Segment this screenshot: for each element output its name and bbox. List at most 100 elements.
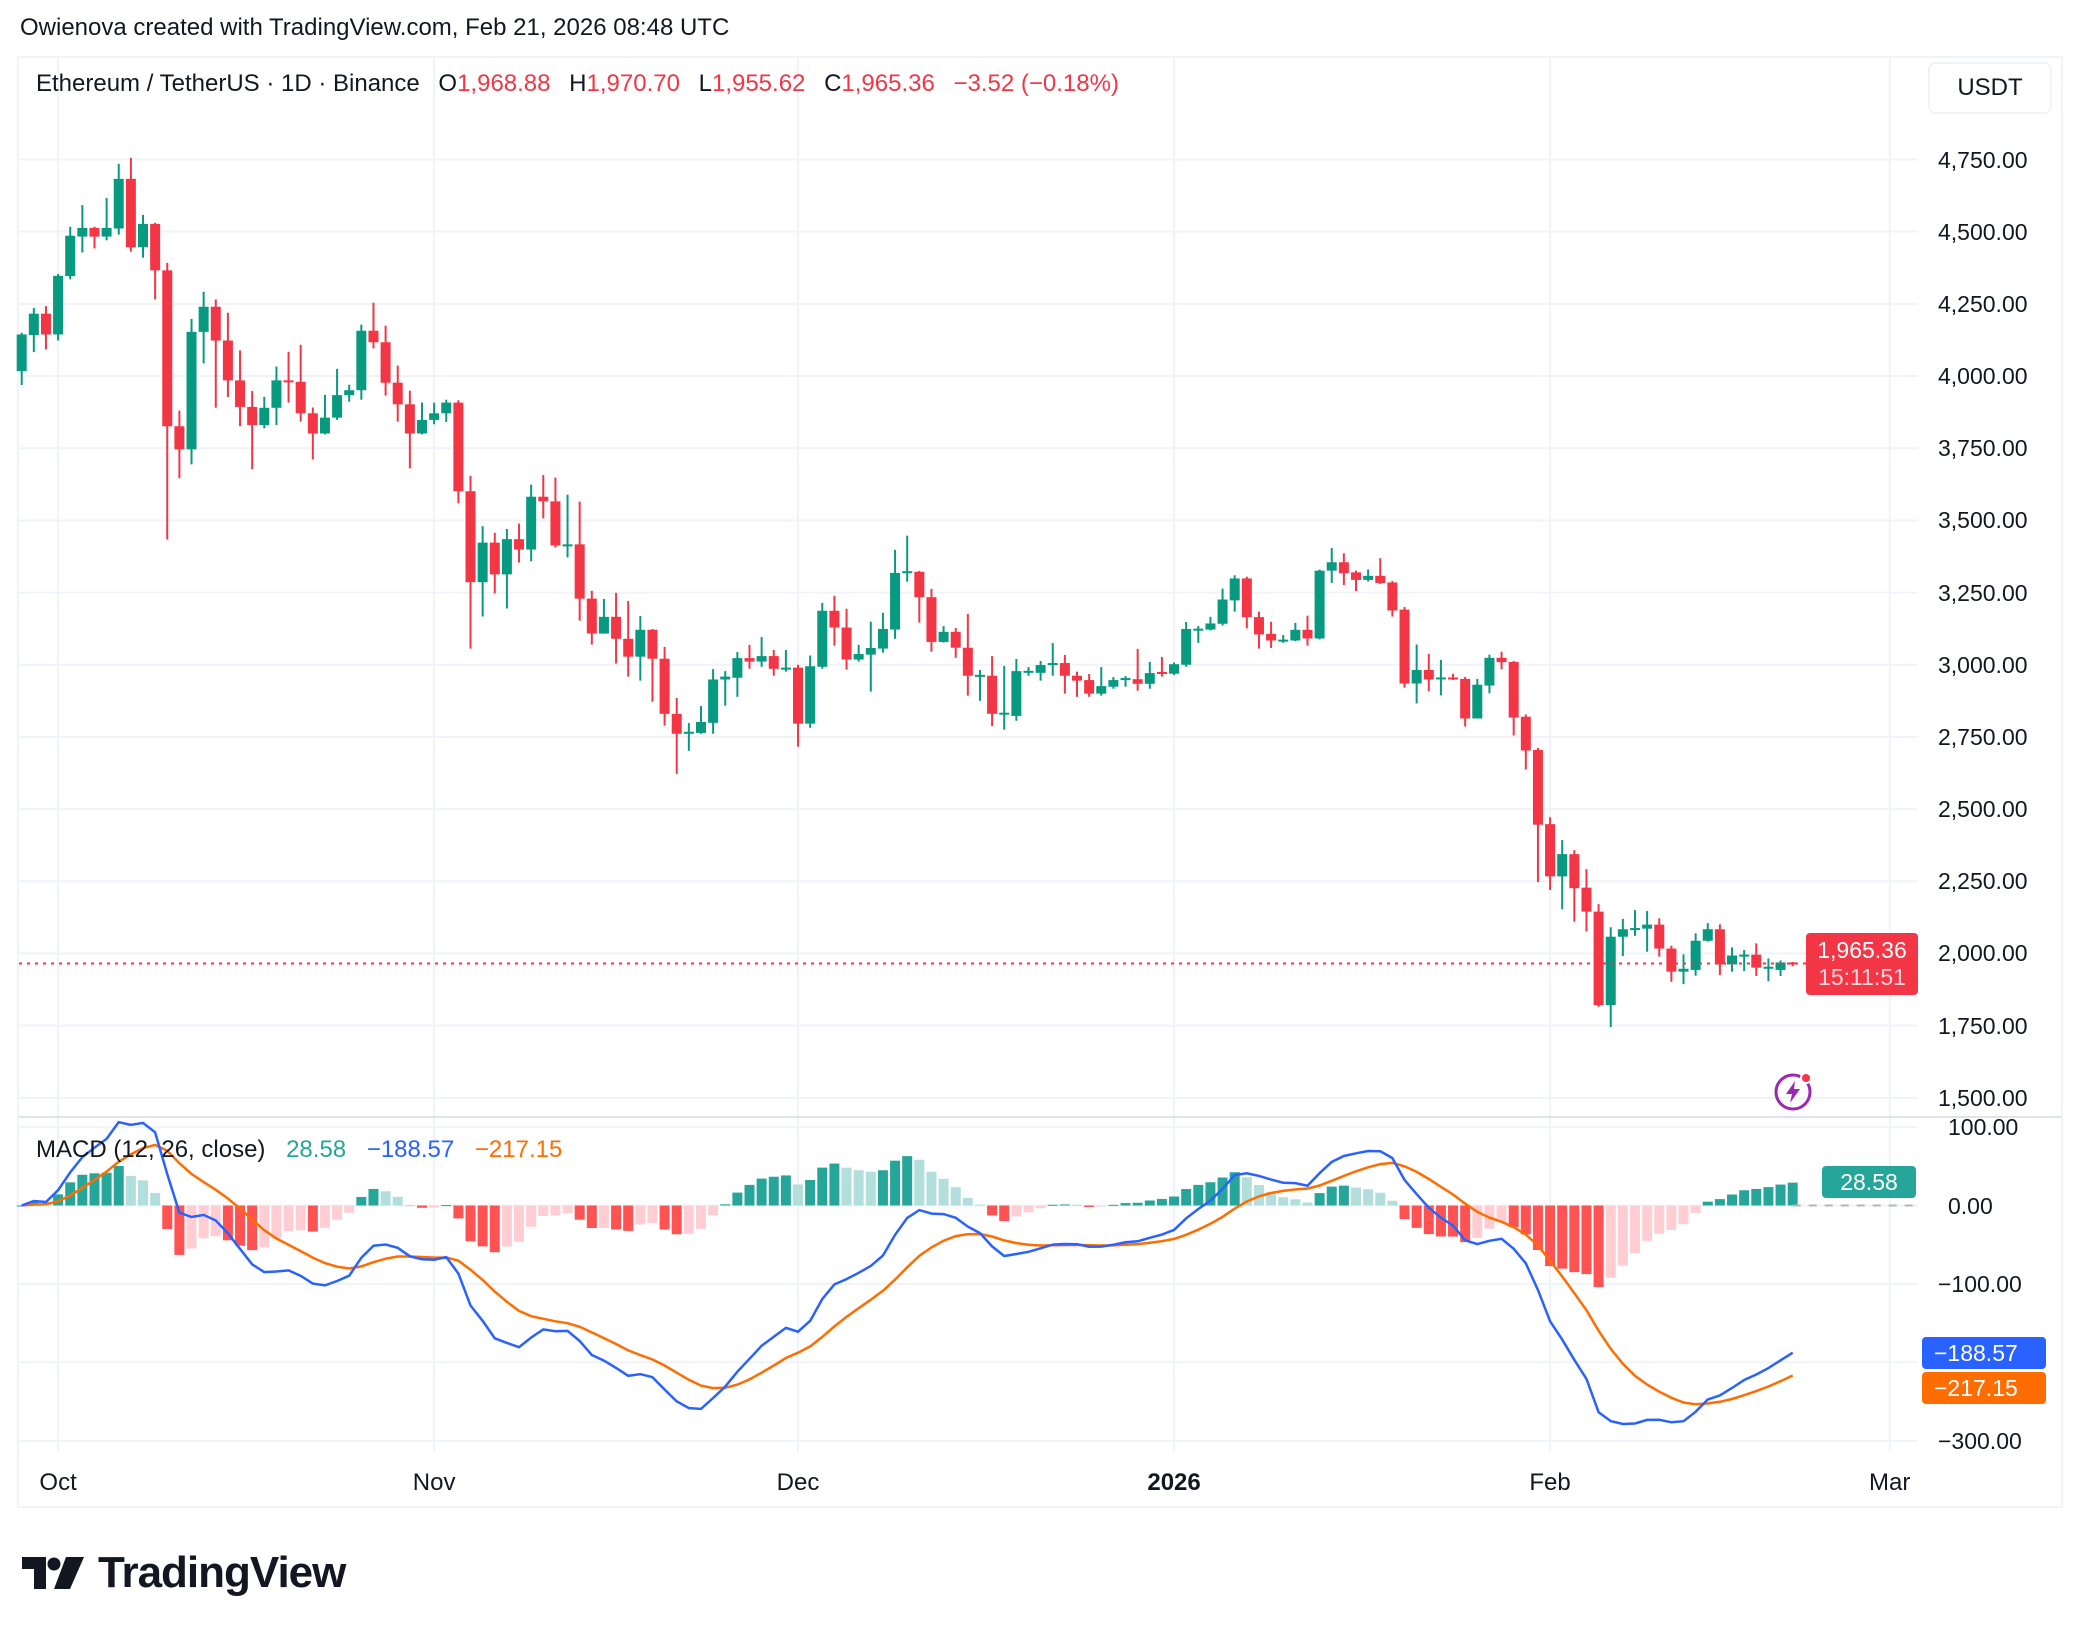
candle xyxy=(574,501,585,621)
candle-body xyxy=(1375,575,1386,584)
candle-body xyxy=(853,654,864,660)
candle-body xyxy=(938,631,949,642)
macd-histogram-bar xyxy=(1326,1186,1337,1206)
candle-body xyxy=(489,542,500,575)
candle-body xyxy=(1508,661,1519,718)
macd-histogram-bar xyxy=(987,1205,998,1216)
macd-histogram-bar xyxy=(1351,1187,1361,1206)
candle-body xyxy=(890,572,901,630)
candle-body xyxy=(586,598,597,634)
candle xyxy=(1532,747,1543,883)
macd-histogram-bar xyxy=(1654,1205,1665,1234)
macd-histogram-bar xyxy=(1496,1205,1507,1223)
macd-histogram-bar xyxy=(477,1205,488,1247)
close-label: C xyxy=(824,70,842,97)
candle-body xyxy=(1290,629,1301,641)
candle-body xyxy=(538,496,549,502)
candle xyxy=(1217,588,1228,626)
candle xyxy=(174,410,185,479)
macd-histogram-bar xyxy=(307,1205,318,1232)
candle-body xyxy=(1423,669,1434,680)
candle-body xyxy=(77,227,88,237)
macd-histogram-bar xyxy=(1727,1194,1738,1206)
macd-histogram-bar xyxy=(416,1205,427,1208)
macd-histogram-bar xyxy=(1084,1205,1095,1207)
candle-body xyxy=(1156,671,1167,674)
macd-histogram-bar xyxy=(1629,1205,1640,1254)
candle-body xyxy=(1435,677,1446,680)
candle-body xyxy=(1569,854,1580,889)
candle xyxy=(695,706,706,734)
candle xyxy=(429,402,440,425)
candle xyxy=(1156,656,1167,677)
macd-histogram-bar xyxy=(974,1204,985,1206)
candle-body xyxy=(1581,887,1592,912)
macd-line-value: −188.57 xyxy=(366,1136,455,1163)
macd-histogram-bar xyxy=(1581,1205,1592,1275)
candle xyxy=(1314,569,1325,640)
candle xyxy=(380,325,391,396)
macd-histogram-bar xyxy=(1120,1203,1131,1206)
candle-body xyxy=(307,413,318,434)
candle-body xyxy=(453,402,464,492)
candle-body xyxy=(186,331,197,450)
candle-body xyxy=(1448,677,1459,680)
price-tick-label: 3,750.00 xyxy=(1938,435,2028,462)
symbol-title[interactable]: Ethereum / TetherUS · 1D · Binance xyxy=(36,70,420,97)
candle xyxy=(319,394,330,435)
candle xyxy=(841,608,852,670)
candle xyxy=(1545,817,1556,890)
macd-tick-label: 0.00 xyxy=(1948,1192,1993,1219)
candle xyxy=(987,656,998,726)
macd-histogram-bar xyxy=(271,1205,282,1239)
candle xyxy=(1629,910,1640,936)
macd-histogram-bar xyxy=(695,1205,706,1229)
candle xyxy=(1096,667,1107,696)
macd-histogram-bar xyxy=(501,1205,512,1247)
candle-body xyxy=(1545,824,1556,877)
macd-histogram-bar xyxy=(635,1205,646,1225)
price-tick-label: 3,500.00 xyxy=(1938,507,2028,534)
macd-histogram-bar xyxy=(1278,1197,1289,1206)
macd-line-badge: −188.57 xyxy=(1922,1337,2046,1369)
candle-body xyxy=(1678,968,1689,972)
candle xyxy=(344,384,355,402)
candle xyxy=(1290,622,1301,642)
candle-body xyxy=(319,417,330,434)
macd-title[interactable]: MACD (12, 26, close) xyxy=(36,1136,266,1163)
lightning-bolt-icon[interactable] xyxy=(1772,1070,1814,1112)
macd-hist-badge-text: 28.58 xyxy=(1840,1168,1898,1195)
candle-body xyxy=(647,629,658,659)
candle-body xyxy=(40,313,51,335)
currency-button[interactable]: USDT xyxy=(1928,62,2052,114)
candle-body xyxy=(1690,940,1701,970)
macd-histogram-bar xyxy=(1763,1187,1774,1206)
candle-body xyxy=(999,712,1010,715)
candle-body xyxy=(101,227,112,237)
macd-hist-badge: 28.58 xyxy=(1822,1166,1916,1198)
bar-countdown: 15:11:51 xyxy=(1818,964,1906,990)
macd-histogram-bar xyxy=(1144,1200,1155,1206)
candle-body xyxy=(1751,954,1762,968)
candle xyxy=(441,399,452,422)
tradingview-logo[interactable]: TradingView xyxy=(22,1548,346,1598)
candles xyxy=(16,157,1798,1028)
candle xyxy=(950,628,961,658)
candle-body xyxy=(1120,678,1131,681)
macd-histogram-bar xyxy=(162,1205,173,1230)
candle-body xyxy=(1229,578,1240,601)
candle xyxy=(683,723,694,751)
candle-body xyxy=(1193,628,1204,631)
candle xyxy=(1739,950,1750,972)
time-tick-label: Feb xyxy=(1529,1469,1571,1496)
macd-histogram-bar xyxy=(1035,1205,1046,1209)
candle-body xyxy=(562,544,573,547)
candle xyxy=(1557,840,1568,910)
candle xyxy=(732,652,743,697)
macd-histogram-bar xyxy=(453,1205,464,1219)
candle xyxy=(1496,651,1507,670)
macd-legend: MACD (12, 26, close) 28.58 −188.57 −217.… xyxy=(36,1136,562,1164)
candle xyxy=(1605,927,1616,1028)
candle-body xyxy=(780,667,791,670)
